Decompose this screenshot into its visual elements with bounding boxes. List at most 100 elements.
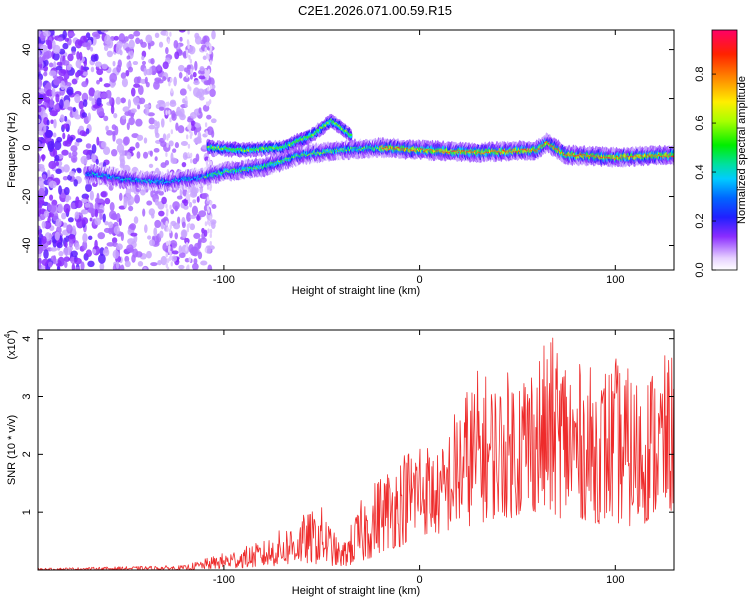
spectrogram-speckle (204, 47, 207, 53)
spectrogram-noise-blob (81, 92, 89, 102)
spectrogram-speckle (169, 204, 172, 210)
spectrogram-speckle (206, 205, 210, 211)
spectrogram-noise-blob (143, 151, 149, 159)
spectrogram-noise-blob (61, 212, 67, 220)
spectrogram-noise-blob (153, 227, 158, 237)
spectrogram-noise-blob (58, 185, 63, 195)
spectrogram-noise-blob (127, 98, 131, 109)
spectrogram-noise-blob (123, 198, 128, 209)
spectrogram-speckle (188, 54, 191, 60)
spectrogram-noise-blob (64, 241, 68, 248)
spectrogram-noise-blob (74, 114, 82, 120)
spectrogram-noise-blob (80, 261, 85, 270)
snr-xtick-label: 100 (606, 574, 624, 586)
spectrogram-ticks: -100 0 100 -40 -20 0 20 40 (21, 30, 674, 286)
spectrogram-speckle (188, 128, 192, 134)
spectrogram-noise-blob (211, 30, 216, 40)
spectrogram-noise-blob (141, 60, 147, 66)
spectrogram-noise-blob (80, 65, 84, 75)
spectrogram-speckle (168, 81, 171, 87)
spectrogram-noise-blob (172, 148, 177, 153)
spectrogram-noise-blob (144, 106, 150, 116)
spectrogram-noise-blob (145, 34, 153, 43)
spectrogram-speckle (165, 203, 168, 209)
spectrogram-speckle (189, 152, 193, 158)
spectrogram-speckle (167, 39, 170, 45)
spectrogram-noise-blob (104, 221, 109, 226)
spectrogram-noise-blob (182, 188, 188, 197)
svg-text:(x104): (x104) (3, 330, 18, 360)
spectrogram-noise-blob (71, 46, 77, 53)
spectrogram-noise-blob (211, 84, 216, 90)
spectrogram-noise-blob (57, 203, 64, 214)
snr-xlabel: Height of straight line (km) (292, 585, 420, 597)
spectrogram-speckle (185, 134, 189, 140)
spectrogram-noise-blob (95, 158, 99, 165)
spectrogram-noise-blob (99, 77, 103, 82)
spectrogram-noise-blob (162, 133, 167, 141)
spectrogram-noise-blob (183, 198, 189, 207)
spectrogram-noise-blob (113, 113, 118, 119)
spectrogram-speckle (187, 152, 190, 158)
spectrogram-noise-blob (169, 101, 177, 108)
spectrogram-speckle (207, 68, 210, 74)
spectrogram-noise-blob (85, 249, 93, 257)
spectrogram-speckle (165, 152, 168, 158)
spectrogram-noise-blob (153, 147, 160, 153)
spectrogram-noise-blob (193, 87, 200, 97)
spectrogram-noise-blob (81, 112, 88, 118)
spectrogram-noise-blob (82, 232, 88, 243)
spectrogram-noise-blob (71, 78, 78, 85)
spectrogram-noise-blob (63, 164, 70, 173)
spectrogram-noise-blob (112, 213, 118, 221)
spectrogram-noise-blob (194, 122, 201, 128)
spectrogram-noise-blob (53, 77, 61, 86)
spectrogram-noise-blob (103, 227, 111, 233)
spectrogram-noise-blob (173, 76, 177, 87)
spectrogram-speckle (209, 241, 212, 247)
spectrogram-noise-blob (74, 242, 80, 251)
spectrogram-noise-blob (59, 99, 64, 110)
spectrogram-noise-blob (174, 142, 180, 149)
spectrogram-noise-blob (49, 98, 54, 108)
spectrogram-noise-blob (67, 53, 74, 62)
spectrogram-noise-blob (109, 202, 115, 212)
spectrogram-noise-blob (130, 232, 138, 237)
spectrogram-noise-blob (208, 53, 213, 63)
spectrogram-noise-blob (80, 155, 88, 165)
spectrogram-noise-blob (56, 136, 63, 143)
spectrogram-noise-blob (38, 56, 44, 65)
spectrogram-noise-blob (43, 71, 48, 77)
spectrogram-noise-blob (101, 63, 108, 70)
spectrogram-noise-blob (157, 260, 162, 266)
spectrogram-noise-blob (125, 69, 130, 77)
spectrogram-noise-blob (123, 136, 130, 146)
spectrogram-noise-blob (150, 58, 155, 65)
spectrogram-noise-blob (75, 71, 80, 78)
spectrogram-noise-blob (51, 87, 56, 98)
colorbar-tick-label: 0.6 (694, 115, 706, 130)
spectrogram-noise-blob (158, 106, 165, 111)
spectrogram-noise-blob (55, 161, 60, 167)
spectrogram-noise-blob (132, 61, 139, 66)
snr-ytick-label: 1 (21, 509, 33, 515)
spectrogram-noise-blob (121, 77, 128, 88)
spectrogram-noise-blob (91, 143, 97, 154)
spectrogram-noise-blob (145, 250, 152, 259)
spectrogram-noise-blob (43, 210, 50, 218)
spectrogram-noise-blob (77, 168, 82, 174)
snr-xtick-label: 0 (417, 574, 423, 586)
snr-ylabel: SNR (10 * v/v) (6, 415, 18, 485)
spectrogram-noise-blob (160, 118, 165, 128)
spectrogram-noise-blob (90, 54, 98, 62)
spectrogram-noise-blob (178, 264, 185, 270)
spectrogram-speckle (165, 110, 168, 116)
spectrogram-speckle (207, 100, 211, 106)
spectrogram-noise-blob (183, 76, 190, 83)
spectrogram-noise-blob (157, 99, 165, 105)
spectrogram-noise-blob (38, 88, 46, 94)
spectrogram-speckle (186, 223, 190, 229)
spectrogram-noise-blob (71, 51, 76, 56)
spectrogram-noise-blob (62, 123, 69, 129)
spectrogram-speckle (209, 233, 212, 239)
